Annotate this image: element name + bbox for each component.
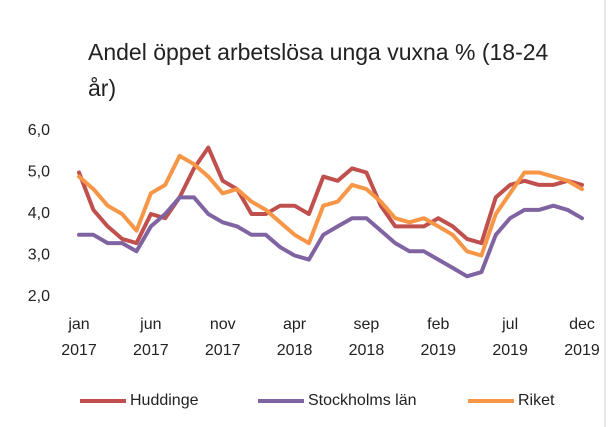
y-tick-label: 5,0 <box>28 164 50 181</box>
x-tick-label: sep 2018 <box>349 316 385 359</box>
series-line <box>77 153 584 258</box>
chart-title: Andel öppet arbetslösa unga vuxna % (18-… <box>88 39 549 101</box>
legend-label: Huddinge <box>130 392 199 409</box>
x-tick-label: jun 2017 <box>133 316 169 359</box>
x-tick-label: apr 2018 <box>277 316 313 359</box>
x-tick-label: nov 2017 <box>205 316 241 359</box>
y-tick-label: 2,0 <box>28 288 50 305</box>
series-line <box>77 195 584 279</box>
y-tick-label: 3,0 <box>28 247 50 264</box>
legend-label: Stockholms län <box>308 392 417 409</box>
y-tick-label: 6,0 <box>28 122 50 139</box>
x-tick-label: dec 2019 <box>564 316 600 359</box>
x-tick-label: jul 2019 <box>492 316 528 359</box>
y-tick-label: 4,0 <box>28 205 50 222</box>
legend-label: Riket <box>518 392 555 409</box>
x-tick-label: jan 2017 <box>61 316 97 359</box>
x-tick-label: feb 2019 <box>420 316 456 359</box>
